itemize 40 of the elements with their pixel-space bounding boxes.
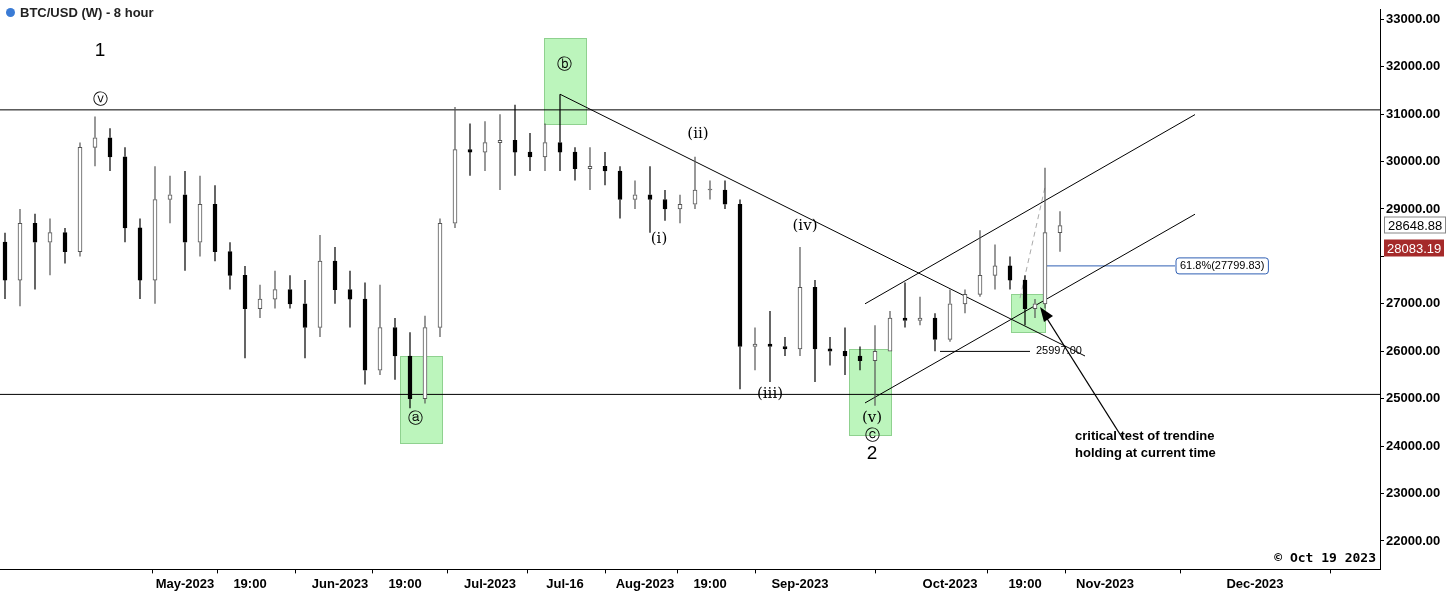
annotation: critical test of trendine holding at current time	[1075, 427, 1217, 461]
y-tick-label: 25000.00	[1386, 390, 1441, 406]
annotation: (iv)	[792, 216, 818, 234]
x-tick-label: 19:00	[233, 575, 267, 591]
y-tick-label: 33000.00	[1386, 10, 1441, 26]
annotation: ⓑ	[556, 54, 572, 74]
annotation: ⓥ	[92, 89, 108, 109]
annotation: © Oct 19 2023	[1274, 550, 1376, 565]
annotation: ⓒ	[864, 425, 880, 445]
y-tick-label: 30000.00	[1386, 153, 1441, 169]
annotation: ⓐ	[407, 408, 423, 428]
y-tick-label: 31000.00	[1386, 105, 1441, 121]
y-tick-label: 26000.00	[1386, 342, 1441, 358]
x-tick-label: Dec-2023	[1226, 575, 1284, 591]
annotation: (v)	[861, 408, 883, 426]
x-tick-label: Sep-2023	[771, 575, 829, 591]
annotation: 61.8%(27799.83)	[1180, 258, 1265, 271]
x-tick-label: 19:00	[693, 575, 727, 591]
y-tick-label: 23000.00	[1386, 485, 1441, 501]
x-tick-label: Nov-2023	[1076, 575, 1134, 591]
x-tick-label: Jul-2023	[463, 575, 517, 591]
y-tick-label: 29000.00	[1386, 200, 1441, 216]
y-tick-label: 24000.00	[1386, 437, 1441, 453]
text: 28083.19	[1384, 239, 1445, 257]
annotation: 1	[94, 39, 106, 61]
chart-title: BTC/USD (W) - 8 hour	[20, 5, 154, 20]
annotation: (ii)	[687, 124, 709, 142]
y-tick-label: 32000.00	[1386, 58, 1441, 74]
x-tick-label: Oct-2023	[922, 575, 978, 591]
y-tick-label: 22000.00	[1386, 532, 1441, 548]
x-tick-label: Jul-16	[546, 575, 584, 591]
x-tick-label: Jun-2023	[311, 575, 369, 591]
x-tick-label: Aug-2023	[615, 575, 675, 591]
x-tick-label: 19:00	[388, 575, 422, 591]
annotation: 2	[866, 442, 878, 464]
annotation: (i)	[650, 229, 668, 247]
text: 28648.88	[1384, 216, 1447, 234]
x-tick-label: 19:00	[1008, 575, 1042, 591]
y-tick-label: 27000.00	[1386, 295, 1441, 311]
x-tick-label: May-2023	[155, 575, 215, 591]
